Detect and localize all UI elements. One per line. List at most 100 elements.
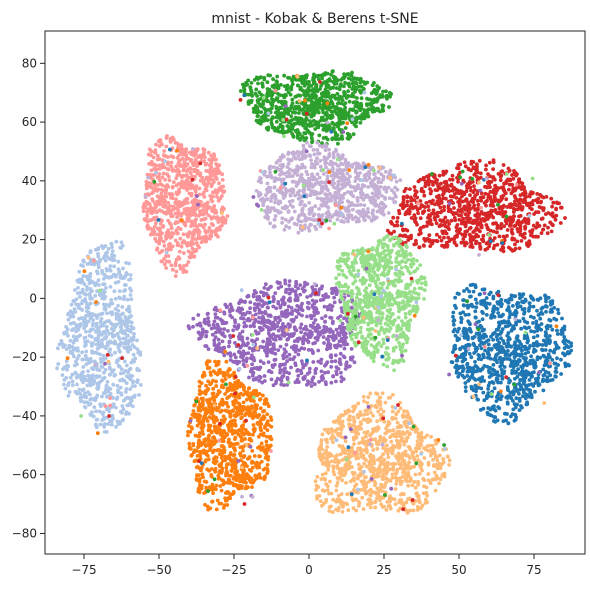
data-point	[456, 179, 460, 184]
data-point	[510, 173, 514, 177]
data-point	[193, 207, 198, 212]
data-point	[320, 123, 325, 128]
data-point	[264, 345, 268, 349]
data-point	[307, 301, 311, 305]
data-point	[74, 329, 78, 334]
data-point	[384, 93, 389, 98]
data-point	[301, 376, 306, 380]
data-point	[180, 175, 184, 180]
data-point	[386, 211, 391, 215]
data-point	[161, 171, 166, 176]
data-point	[219, 185, 224, 189]
data-point	[284, 87, 289, 92]
data-point	[201, 235, 206, 240]
data-point	[323, 180, 328, 185]
data-point	[255, 114, 260, 118]
data-point	[455, 166, 459, 171]
data-point	[166, 155, 170, 160]
data-point	[340, 116, 345, 121]
data-point	[109, 242, 114, 246]
data-point	[165, 259, 169, 264]
data-point	[214, 191, 219, 196]
data-point	[122, 289, 126, 293]
data-point	[153, 205, 158, 210]
data-point	[157, 157, 162, 162]
data-point	[63, 386, 68, 391]
data-point	[196, 213, 201, 218]
data-point	[494, 185, 498, 190]
data-point	[106, 247, 111, 251]
data-point	[310, 208, 314, 212]
data-point	[105, 380, 110, 384]
data-point	[194, 241, 199, 245]
data-point	[343, 105, 348, 110]
data-point	[255, 337, 260, 341]
data-point	[212, 215, 217, 220]
data-point	[175, 231, 180, 236]
data-point	[80, 280, 85, 284]
data-point	[276, 113, 281, 118]
data-point	[161, 224, 166, 228]
data-point	[485, 185, 490, 190]
data-point	[305, 182, 309, 187]
data-point	[387, 196, 392, 201]
data-point	[358, 108, 363, 113]
data-point	[475, 162, 479, 167]
data-point	[395, 223, 400, 228]
data-point	[376, 176, 381, 181]
data-point	[104, 286, 108, 290]
data-point	[154, 142, 158, 147]
data-point	[226, 329, 230, 333]
data-point	[372, 81, 376, 85]
data-point	[477, 158, 482, 163]
data-point	[366, 97, 371, 102]
data-point	[280, 124, 285, 129]
data-point	[283, 362, 287, 366]
data-point	[380, 209, 385, 214]
data-point	[71, 334, 76, 339]
data-point	[549, 222, 554, 226]
data-point	[189, 167, 193, 171]
data-point	[296, 373, 301, 378]
data-point	[362, 116, 367, 121]
data-point	[77, 323, 81, 327]
data-point	[313, 177, 318, 182]
data-point	[107, 349, 112, 354]
data-point	[168, 140, 173, 144]
data-point	[219, 207, 224, 212]
data-point	[102, 331, 107, 336]
data-point	[156, 175, 161, 180]
data-point	[385, 228, 390, 233]
data-point	[501, 193, 506, 198]
data-point	[188, 159, 193, 163]
data-point	[128, 286, 132, 291]
data-point	[333, 130, 338, 135]
data-point	[302, 203, 307, 207]
data-point	[325, 91, 329, 96]
data-point	[288, 92, 293, 97]
data-point	[442, 204, 446, 209]
data-point	[131, 352, 136, 357]
data-point	[110, 254, 114, 259]
data-point	[121, 276, 125, 281]
data-point	[300, 162, 305, 167]
data-point	[311, 321, 316, 325]
data-point	[82, 259, 86, 264]
data-point	[330, 136, 335, 141]
data-point	[113, 280, 118, 285]
data-point	[412, 205, 417, 210]
data-point	[76, 286, 80, 290]
data-point	[193, 237, 198, 242]
data-point	[310, 132, 315, 136]
data-point	[306, 339, 311, 344]
data-point	[298, 200, 303, 205]
data-point	[168, 241, 172, 246]
data-point	[287, 283, 292, 288]
data-point	[206, 200, 210, 205]
data-point	[475, 198, 480, 203]
data-point	[178, 227, 183, 232]
data-point	[462, 222, 467, 227]
data-point	[287, 219, 291, 224]
data-point	[231, 328, 236, 333]
data-point	[287, 76, 292, 80]
